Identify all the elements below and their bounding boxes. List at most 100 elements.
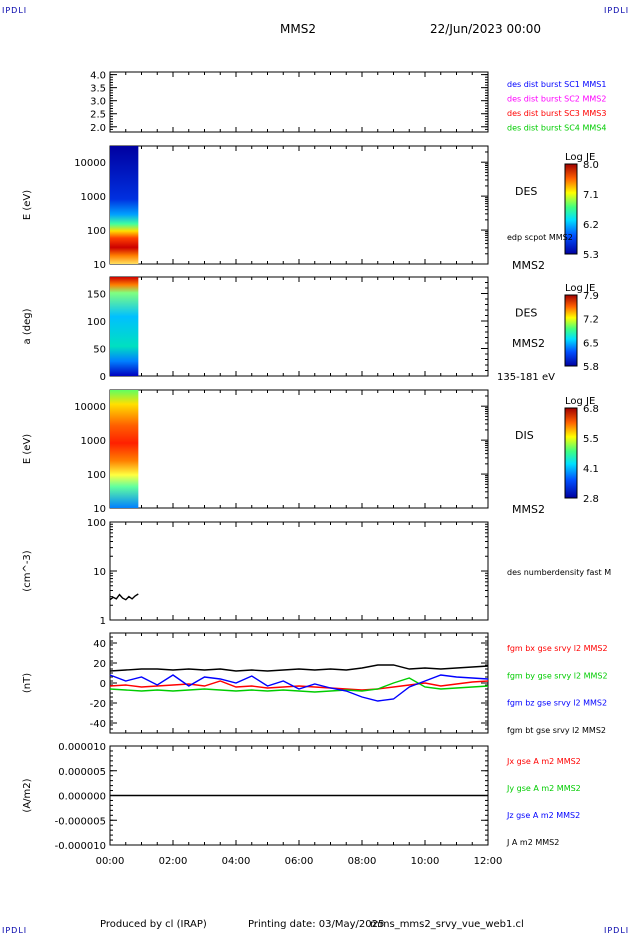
footer-file: mms_mms2_srvy_vue_web1.cl	[370, 919, 524, 930]
y-tick-label: 0	[100, 679, 106, 690]
y-tick-label: 0	[100, 372, 106, 383]
x-tick-label: 04:00	[222, 856, 251, 867]
y-tick-label: -40	[90, 719, 106, 730]
colorbar-title: Log JE	[565, 396, 595, 407]
x-tick-label: 06:00	[285, 856, 314, 867]
legend-label: Jy gse A m2 MMS2	[506, 784, 581, 793]
colorbar-tick-label: 5.8	[583, 362, 599, 373]
x-tick-label: 00:00	[96, 856, 125, 867]
colorbar-tick-label: 5.3	[583, 250, 599, 261]
y-tick-label: 3.0	[90, 97, 106, 108]
footer-produced: Produced by cl (IRAP)	[100, 919, 207, 930]
y-tick-label: 0.000010	[58, 742, 106, 753]
y-tick-label: 10	[93, 567, 106, 578]
x-tick-label: 08:00	[348, 856, 377, 867]
y-tick-label: 100	[87, 317, 106, 328]
panel-frame	[109, 276, 489, 377]
y-tick-label: -0.000005	[55, 816, 106, 827]
y-tick-label: 1	[100, 616, 106, 627]
y-tick-label: 10	[93, 504, 106, 515]
colorbar-tick-label: 6.8	[583, 404, 599, 415]
side-label: edp scpot MMS2	[507, 233, 573, 242]
y-axis-label: E (eV)	[22, 190, 33, 220]
y-tick-label: 40	[93, 639, 106, 650]
side-label: DIS	[515, 429, 534, 442]
panel-frame	[109, 389, 489, 509]
side-label: MMS2	[512, 503, 545, 516]
y-tick-label: -0.000010	[55, 841, 106, 852]
y-tick-label: 2.5	[90, 110, 106, 121]
series-line	[109, 674, 489, 702]
colorbar-tick-label: 7.9	[583, 291, 599, 302]
spectrogram-block	[110, 277, 139, 376]
colorbar-tick-label: 8.0	[583, 160, 599, 171]
colorbar-title: Log JE	[565, 152, 595, 163]
colorbar	[564, 163, 578, 255]
x-tick-label: 10:00	[411, 856, 440, 867]
legend-label: Jz gse A m2 MMS2	[506, 811, 580, 820]
y-tick-label: 10000	[74, 158, 106, 169]
legend-label: J A m2 MMS2	[506, 838, 559, 847]
side-label: MMS2	[512, 337, 545, 350]
y-tick-label: 10000	[74, 402, 106, 413]
spectrogram-block	[110, 146, 139, 264]
legend-label: fgm bx gse srvy l2 MMS2	[507, 644, 608, 653]
panel-frame	[109, 145, 489, 265]
side-label: DES	[515, 185, 537, 198]
colorbar	[564, 407, 578, 499]
y-axis-label: (cm^-3)	[22, 550, 33, 591]
colorbar-tick-label: 6.2	[583, 220, 599, 231]
legend-label: fgm bt gse srvy l2 MMS2	[507, 726, 606, 735]
legend-label: fgm by gse srvy l2 MMS2	[507, 671, 608, 680]
series-line	[109, 680, 489, 691]
y-tick-label: 100	[87, 226, 106, 237]
corner-mark-bottom-right: IPDLI	[604, 926, 630, 935]
legend-label: des dist burst SC1 MMS1	[507, 80, 606, 89]
y-axis-label: (nT)	[22, 673, 33, 693]
colorbar-tick-label: 7.2	[583, 315, 599, 326]
colorbar-tick-label: 4.1	[583, 464, 599, 475]
side-label: MMS2	[512, 259, 545, 272]
panel-frame	[109, 632, 489, 734]
y-tick-label: 150	[87, 290, 106, 301]
colorbar-tick-label: 6.5	[583, 338, 599, 349]
side-label: DES	[515, 307, 537, 320]
y-tick-label: 0.000000	[58, 792, 106, 803]
side-label: 135-181 eV	[497, 372, 555, 383]
corner-mark-top-right: IPDLI	[604, 6, 630, 15]
legend-label: des dist burst SC4 MMS4	[507, 124, 606, 133]
series-line	[109, 664, 489, 672]
y-tick-label: 100	[87, 518, 106, 529]
y-tick-label: 1000	[81, 192, 106, 203]
legend-label: des dist burst SC3 MMS3	[507, 109, 606, 118]
colorbar-title: Log JE	[565, 283, 595, 294]
y-tick-label: 100	[87, 470, 106, 481]
y-tick-label: 3.5	[90, 84, 106, 95]
series-line	[109, 677, 489, 693]
colorbar-tick-label: 7.1	[583, 190, 599, 201]
series-line	[109, 593, 139, 601]
x-tick-label: 12:00	[474, 856, 503, 867]
y-axis-label: (A/m2)	[22, 778, 33, 812]
legend-label: Jx gse A m2 MMS2	[506, 757, 581, 766]
y-tick-label: 50	[93, 345, 106, 356]
y-tick-label: 20	[93, 659, 106, 670]
legend-label: des numberdensity fast M	[507, 568, 611, 577]
multi-panel-plot: 4.0 3.5 3.0 2.5 2.0 des dist burst SC1 MMS1 de…	[22, 71, 611, 867]
corner-mark-top-left: IPDLI	[2, 6, 28, 15]
spectrogram-block	[110, 390, 139, 508]
plot-date: 22/Jun/2023 00:00	[430, 22, 542, 36]
colorbar	[564, 294, 578, 367]
y-tick-label: 2.0	[90, 123, 106, 134]
y-tick-label: 0.000005	[58, 767, 106, 778]
plot-title: MMS2	[280, 22, 316, 36]
panel-frame	[109, 71, 489, 133]
y-tick-label: 4.0	[90, 71, 106, 82]
footer-printing-date: Printing date: 03/May/2025	[248, 919, 385, 930]
corner-mark-bottom-left: IPDLI	[2, 926, 28, 935]
legend-label: des dist burst SC2 MMS2	[507, 95, 606, 104]
legend-label: fgm bz gse srvy l2 MMS2	[507, 699, 607, 708]
colorbar-tick-label: 2.8	[583, 494, 599, 505]
y-axis-label: a (deg)	[22, 308, 33, 344]
colorbar-tick-label: 5.5	[583, 434, 599, 445]
